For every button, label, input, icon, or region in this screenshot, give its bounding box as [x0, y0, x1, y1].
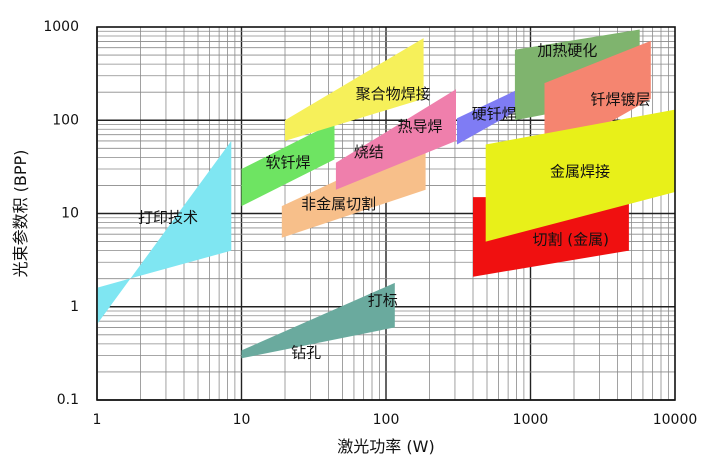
- region-label-9: 加热硬化: [537, 42, 597, 60]
- y-tick-label: 10: [61, 206, 79, 222]
- region-label-0: 打印技术: [138, 208, 198, 226]
- x-tick-label: 10: [233, 412, 251, 428]
- region-1: [241, 282, 395, 359]
- x-tick-label: 1: [93, 412, 102, 428]
- region-label-7: 热导焊: [398, 117, 443, 135]
- region-label-3: 软钎焊: [266, 153, 311, 171]
- plot-border: [96, 26, 676, 401]
- tick-labels: 1 10 100 1000 10000 0.1 1 10 100 1000: [43, 19, 697, 428]
- x-axis-label: 激光功率 (W): [337, 437, 434, 456]
- region-label-10: 钎焊镀层: [591, 90, 651, 108]
- plot-frame: [96, 26, 676, 401]
- region-12: [485, 109, 675, 242]
- region-label-12: 金属焊接: [550, 162, 610, 180]
- x-tick-label: 100: [373, 412, 400, 428]
- y-tick-label: 100: [52, 112, 79, 128]
- x-tick-label: 10000: [653, 412, 698, 428]
- region-5: [285, 38, 424, 141]
- region-6: [335, 89, 456, 190]
- regions: [97, 29, 675, 359]
- region-label-1: 钻孔: [291, 343, 321, 361]
- region-0: [97, 140, 232, 325]
- x-tick-label: 1000: [513, 412, 549, 428]
- region-label-8: 硬钎焊: [472, 105, 517, 123]
- region-label-5: 聚合物焊接: [356, 85, 431, 103]
- y-axis-label: 光束参数积 (BPP): [11, 150, 30, 278]
- region-label-6: 烧结: [354, 143, 384, 161]
- y-tick-label: 0.1: [57, 392, 79, 408]
- y-tick-label: 1: [70, 299, 79, 315]
- region-label-2: 打标: [368, 292, 398, 310]
- region-label-11: 切割 (金属): [533, 230, 609, 248]
- y-tick-label: 1000: [43, 19, 79, 35]
- region-label-4: 非金属切割: [301, 195, 376, 213]
- region-3: [241, 122, 335, 207]
